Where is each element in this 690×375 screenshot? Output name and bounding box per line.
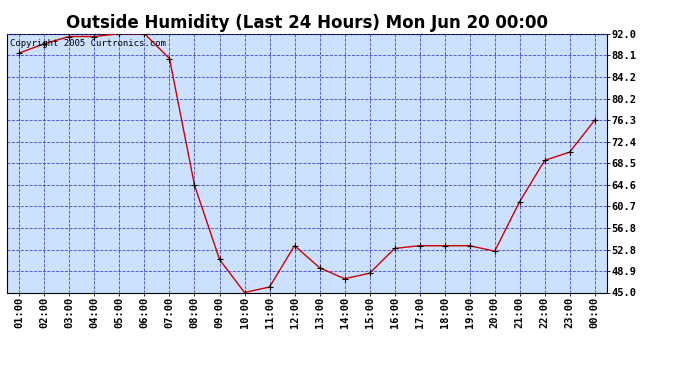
Text: Copyright 2005 Curtronics.com: Copyright 2005 Curtronics.com (10, 39, 166, 48)
Title: Outside Humidity (Last 24 Hours) Mon Jun 20 00:00: Outside Humidity (Last 24 Hours) Mon Jun… (66, 14, 548, 32)
